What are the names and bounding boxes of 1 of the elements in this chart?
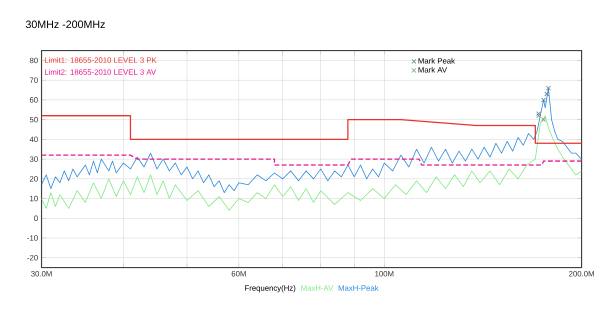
chart-title: 30MHz -200MHz <box>26 20 105 28</box>
